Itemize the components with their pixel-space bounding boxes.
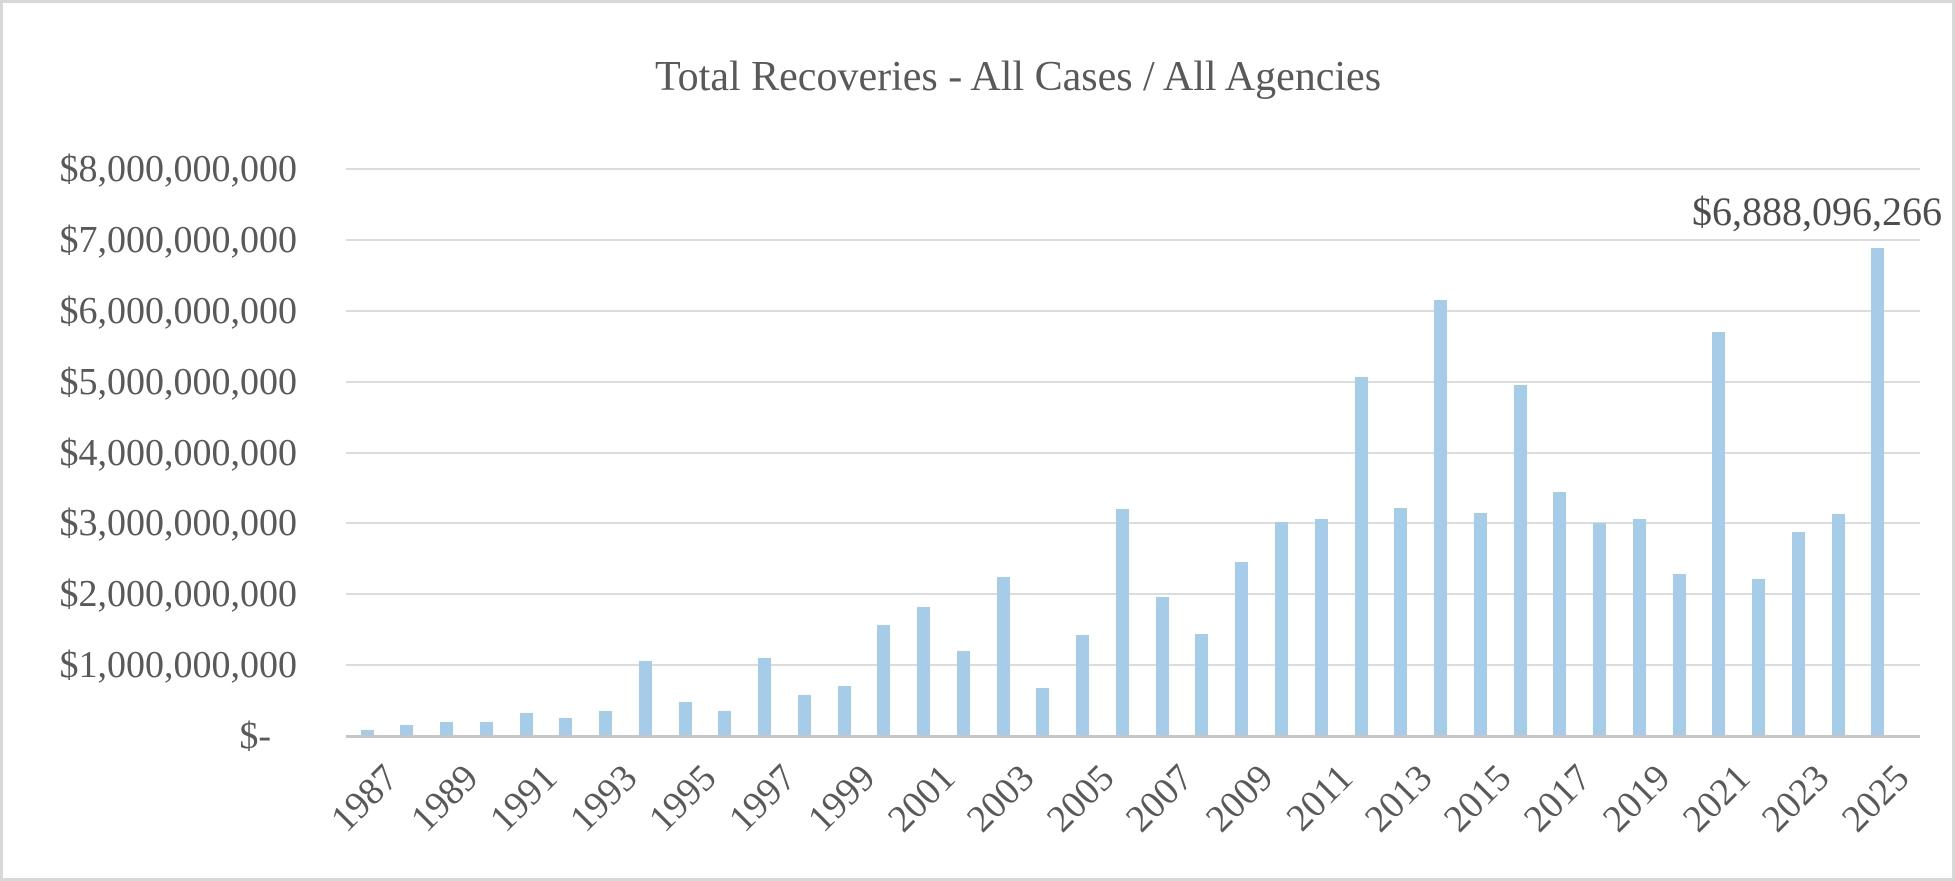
gridline xyxy=(346,380,1920,383)
x-axis-label-2021: 2021 xyxy=(1674,756,1759,841)
bar-1993[interactable] xyxy=(599,711,613,736)
bar-2015[interactable] xyxy=(1473,512,1487,736)
bar-2012[interactable] xyxy=(1354,377,1368,736)
bar-1995[interactable] xyxy=(678,702,692,736)
y-axis-label: $7,000,000,000 xyxy=(59,218,298,261)
bar-1992[interactable] xyxy=(559,718,573,736)
y-axis-label: $- xyxy=(239,715,271,757)
bar-2022[interactable] xyxy=(1752,578,1766,736)
bar-2014[interactable] xyxy=(1434,300,1448,736)
gridline xyxy=(346,451,1920,454)
x-axis-label-1989: 1989 xyxy=(402,756,486,841)
bar-2021[interactable] xyxy=(1712,332,1726,736)
bar-1997[interactable] xyxy=(758,658,772,736)
bar-1996[interactable] xyxy=(718,710,732,736)
y-axis-label: $8,000,000,000 xyxy=(59,148,298,190)
bar-2007[interactable] xyxy=(1155,596,1169,736)
bar-1991[interactable] xyxy=(519,713,533,736)
bar-2019[interactable] xyxy=(1632,519,1646,736)
bar-2018[interactable] xyxy=(1593,523,1607,736)
bar-2010[interactable] xyxy=(1274,521,1288,736)
bar-2025[interactable] xyxy=(1871,247,1885,736)
x-axis-label-1991: 1991 xyxy=(482,756,566,841)
x-axis-line xyxy=(346,735,1920,738)
bar-2006[interactable] xyxy=(1115,508,1129,736)
y-axis-label: $3,000,000,000 xyxy=(59,502,298,545)
y-axis-label: $4,000,000,000 xyxy=(59,431,298,474)
x-axis-label-2025: 2025 xyxy=(1833,756,1918,841)
bar-2008[interactable] xyxy=(1195,634,1209,736)
x-axis-label-1993: 1993 xyxy=(561,756,645,841)
gridline xyxy=(346,309,1920,312)
x-axis-label-1999: 1999 xyxy=(800,756,884,841)
bar-2020[interactable] xyxy=(1672,573,1686,736)
chart-title: Total Recoveries - All Cases / All Agenc… xyxy=(654,54,1382,100)
gridline xyxy=(346,168,1920,170)
x-axis-label-2019: 2019 xyxy=(1595,756,1679,841)
bar-1994[interactable] xyxy=(638,660,652,736)
x-axis-label-2001: 2001 xyxy=(879,756,964,841)
bar-2001[interactable] xyxy=(917,606,931,736)
bar-1998[interactable] xyxy=(797,694,811,736)
y-axis-label: $1,000,000,000 xyxy=(59,644,298,687)
gridline xyxy=(346,664,1920,667)
gridline xyxy=(346,593,1920,596)
y-axis-label: $6,000,000,000 xyxy=(59,289,298,332)
data-label-2025: $6,888,096,266 xyxy=(1692,189,1942,234)
gridline xyxy=(346,522,1920,525)
bar-2016[interactable] xyxy=(1513,385,1527,736)
x-axis-label-2011: 2011 xyxy=(1278,756,1361,840)
x-axis-label-2007: 2007 xyxy=(1118,756,1202,841)
x-axis-label-2017: 2017 xyxy=(1515,756,1600,841)
x-axis-label-1987: 1987 xyxy=(322,756,407,841)
x-axis-label-1997: 1997 xyxy=(720,756,805,841)
bar-1987[interactable] xyxy=(360,729,374,736)
x-axis-label-1995: 1995 xyxy=(641,756,725,841)
y-axis-label: $5,000,000,000 xyxy=(59,360,298,403)
bar-2017[interactable] xyxy=(1553,492,1567,736)
bar-2011[interactable] xyxy=(1314,519,1328,736)
bar-2013[interactable] xyxy=(1394,508,1408,736)
bar-1999[interactable] xyxy=(837,685,851,736)
bar-1989[interactable] xyxy=(440,721,454,736)
x-axis-label-2023: 2023 xyxy=(1754,756,1838,841)
y-axis-label: $2,000,000,000 xyxy=(59,573,298,616)
bar-2023[interactable] xyxy=(1791,531,1805,736)
bar-2003[interactable] xyxy=(996,576,1010,736)
bar-2024[interactable] xyxy=(1831,514,1845,736)
bar-2005[interactable] xyxy=(1076,635,1090,736)
x-axis-label-2015: 2015 xyxy=(1436,756,1520,841)
x-axis-label-2013: 2013 xyxy=(1356,756,1441,841)
bar-2004[interactable] xyxy=(1036,688,1050,736)
bar-2000[interactable] xyxy=(877,625,891,736)
gridline xyxy=(346,238,1920,241)
bar-2009[interactable] xyxy=(1235,562,1249,736)
x-axis-label-2005: 2005 xyxy=(1038,756,1123,841)
bar-2002[interactable] xyxy=(956,650,970,736)
bar-1988[interactable] xyxy=(400,725,414,736)
bar-1990[interactable] xyxy=(479,721,493,736)
x-axis-label-2003: 2003 xyxy=(959,756,1043,841)
x-axis-label-2009: 2009 xyxy=(1197,756,1282,841)
